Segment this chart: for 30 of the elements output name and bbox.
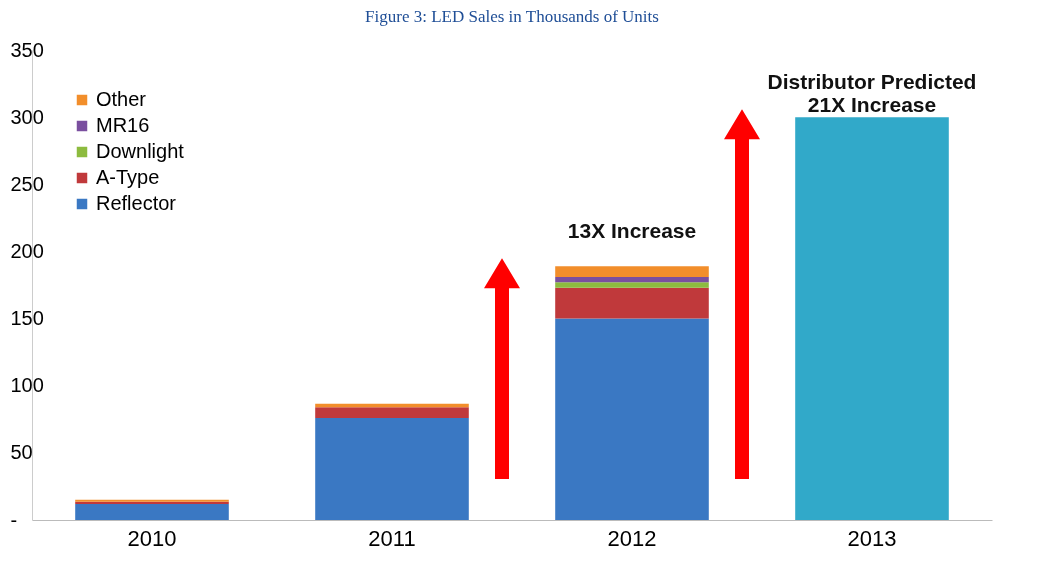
- legend-label: MR16: [96, 114, 150, 136]
- x-tick-label: 2012: [607, 525, 657, 551]
- legend-label: Reflector: [96, 192, 177, 214]
- bar: [555, 318, 709, 520]
- bar: [555, 276, 709, 283]
- x-tick-label: 2010: [127, 525, 177, 551]
- y-tick-label: 250: [10, 172, 44, 195]
- bar: [555, 282, 709, 288]
- y-tick-label: 50: [10, 441, 33, 464]
- x-tick-label: 2013: [847, 525, 897, 551]
- y-tick-label: 200: [10, 239, 44, 262]
- bar: [315, 407, 469, 418]
- legend-label: A-Type: [96, 166, 160, 188]
- bar: [555, 287, 709, 319]
- chart-title: Figure 3: LED Sales in Thousands of Units: [365, 7, 659, 26]
- annotation: Distributor Predicted 21X Increase: [767, 70, 977, 117]
- y-tick-label: 300: [10, 105, 44, 128]
- x-tick-label: 2011: [368, 525, 416, 551]
- y-tick-label: 350: [10, 38, 44, 61]
- legend-label: Other: [96, 88, 147, 110]
- annotation: 13X Increase: [567, 219, 697, 243]
- y-tick-label: -: [10, 508, 18, 531]
- bar: [555, 266, 709, 277]
- bar: [315, 403, 469, 408]
- y-tick-label: 150: [10, 307, 44, 330]
- bar: [75, 503, 229, 520]
- legend-label: Downlight: [96, 140, 185, 162]
- bar: [315, 417, 469, 520]
- bar: [795, 117, 949, 520]
- y-tick-label: 100: [10, 374, 44, 397]
